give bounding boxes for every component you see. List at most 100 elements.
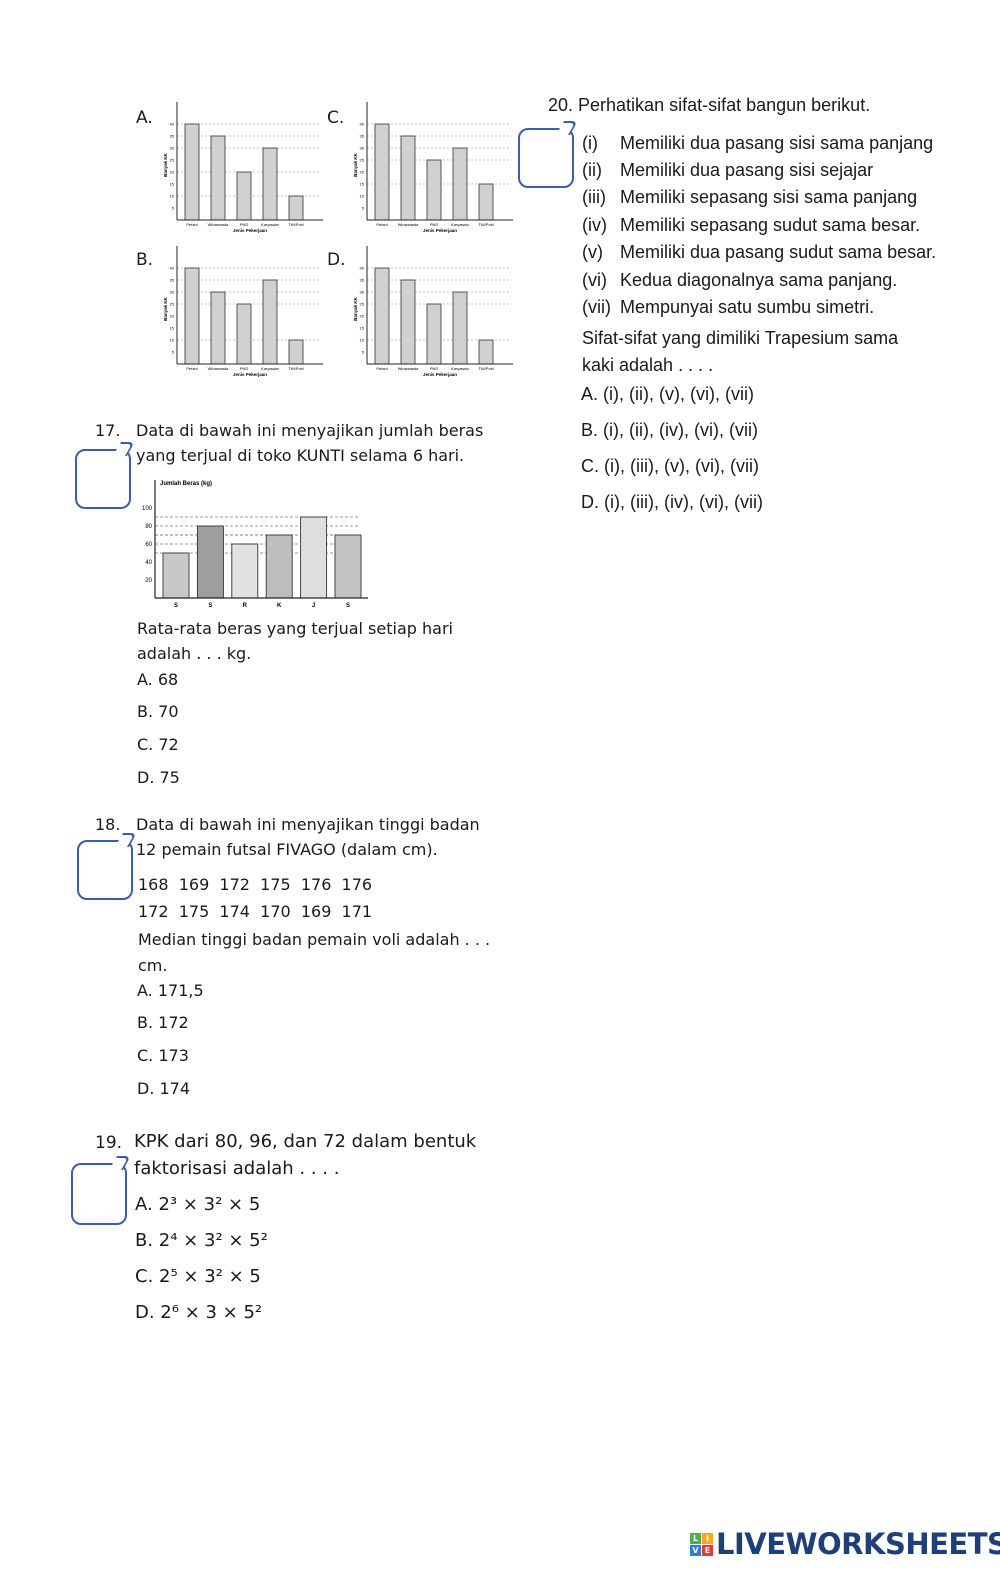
logo-letter-block: I (702, 1532, 713, 1544)
y-tick-label: 35 (360, 278, 365, 283)
q17-number: 17. (95, 421, 121, 440)
option-a-label: A. (136, 108, 153, 128)
bar (288, 339, 304, 365)
x-tick-label: Karyawan (261, 222, 279, 227)
x-tick-label: Karyawan (261, 366, 279, 371)
bar (288, 195, 304, 221)
q19-option-d[interactable]: D. 2⁶ × 3 × 5² (135, 1302, 263, 1323)
q18-data-row: 168 169 172 175 176 176 (138, 875, 373, 894)
q17-question: Rata-rata beras yang terjual setiap hari (137, 619, 453, 638)
q20-question-line: kaki adalah . . . . (582, 355, 714, 375)
q20-item-text: Kedua diagonalnya sama panjang. (620, 270, 898, 290)
q19-option-b[interactable]: B. 2⁴ × 3² × 5² (135, 1230, 268, 1251)
option-d-label: D. (327, 250, 346, 270)
q19-answer-box[interactable] (71, 1163, 127, 1225)
q20-item-number: (vi) (582, 270, 607, 290)
x-tick-label: R (243, 603, 248, 609)
bar (184, 267, 200, 365)
logo-letter-block: V (690, 1544, 701, 1556)
bar (452, 291, 468, 365)
q20-item-number: (iv) (582, 215, 607, 235)
q17-text: Data di bawah ini menyajikan jumlah bera… (136, 421, 484, 440)
q20-item-text: Memiliki sepasang sisi sama panjang (620, 187, 918, 207)
y-tick-label: 20 (145, 578, 152, 584)
y-tick-label: 15 (170, 326, 175, 331)
q20-item-number: (ii) (582, 160, 602, 180)
chart-option-a: 5 10 15 20 25 30 35 40 Petani Wiraswasta PNS Karyaw… (163, 102, 323, 233)
bar (478, 339, 494, 365)
rice-sales-chart: 20 40 60 80 100 S S R K J S Jumlah Beras (kg) (142, 480, 368, 609)
y-tick-label: 35 (170, 134, 175, 139)
q17-option-d[interactable]: D. 75 (137, 768, 180, 787)
q19-option-a[interactable]: A. 2³ × 3² × 5 (135, 1194, 261, 1215)
q18-option-a[interactable]: A. 171,5 (137, 981, 204, 1000)
x-axis-label: Jenis Pekerjaan (233, 228, 267, 233)
y-axis-label: Banyak KK (353, 152, 358, 177)
q20-item-number: (iii) (582, 187, 606, 207)
bar (400, 135, 416, 221)
bar (210, 135, 226, 221)
logo-letter-block: L (690, 1532, 701, 1544)
bar (426, 159, 442, 221)
y-tick-label: 10 (360, 338, 365, 343)
y-tick-label: 20 (170, 170, 175, 175)
x-tick-label: K (277, 603, 282, 609)
y-tick-label: 35 (170, 278, 175, 283)
y-tick-label: 15 (170, 182, 175, 187)
x-tick-label: Petani (186, 366, 197, 371)
bar (452, 147, 468, 221)
y-tick-label: 20 (360, 170, 365, 175)
q17-option-b[interactable]: B. 70 (137, 702, 179, 721)
y-tick-label: 5 (172, 206, 175, 211)
y-tick-label: 80 (145, 524, 152, 530)
q18-option-c[interactable]: C. 173 (137, 1046, 189, 1065)
x-tick-label: S (174, 603, 178, 609)
q18-option-d[interactable]: D. 174 (137, 1079, 191, 1098)
q17-question: adalah . . . kg. (137, 644, 252, 663)
x-tick-label: PNS (430, 222, 439, 227)
bar (265, 534, 293, 599)
q17-option-c[interactable]: C. 72 (137, 735, 179, 754)
bar (236, 171, 252, 221)
q17-option-a[interactable]: A. 68 (137, 670, 179, 689)
q20-option-a[interactable]: A. (i), (ii), (v), (vi), (vii) (581, 384, 754, 404)
q20-question-line: Sifat-sifat yang dimiliki Trapesium sama (582, 328, 899, 348)
q19-option-c[interactable]: C. 2⁵ × 3² × 5 (135, 1266, 261, 1287)
y-tick-label: 10 (360, 194, 365, 199)
x-tick-label: TNI/Polri (288, 366, 304, 371)
x-tick-label: PNS (240, 366, 249, 371)
bar (196, 525, 224, 599)
q19-number: 19. (95, 1133, 123, 1153)
y-axis-label: Jumlah Beras (kg) (160, 481, 212, 487)
q20-title: 20. Perhatikan sifat-sifat bangun beriku… (548, 95, 871, 115)
q17-answer-box[interactable] (75, 449, 131, 509)
x-tick-label: Wiraswasta (398, 222, 419, 227)
x-tick-label: Petani (376, 222, 387, 227)
y-tick-label: 60 (145, 542, 152, 548)
q18-question: cm. (138, 956, 168, 975)
y-tick-label: 5 (362, 350, 365, 355)
x-tick-label: Petani (186, 222, 197, 227)
q20-option-c[interactable]: C. (i), (iii), (v), (vi), (vii) (581, 456, 759, 476)
chart-option-c: 5 10 15 20 25 30 35 40 Petani Wiraswasta PNS Karyaw… (353, 102, 513, 233)
x-tick-label: TNI/Polri (288, 222, 304, 227)
q20-item-number: (vii) (582, 297, 611, 317)
y-tick-label: 15 (360, 182, 365, 187)
q20-item-text: Memiliki dua pasang sisi sejajar (620, 160, 874, 180)
y-axis-label: Banyak KK (353, 296, 358, 321)
x-tick-label: Karyawan (451, 222, 469, 227)
q20-answer-box[interactable] (518, 128, 574, 188)
y-tick-label: 5 (362, 206, 365, 211)
q18-answer-box[interactable] (77, 840, 133, 900)
q20-option-d[interactable]: D. (i), (iii), (iv), (vi), (vii) (581, 492, 763, 512)
q19-text: faktorisasi adalah . . . . (134, 1158, 340, 1179)
q18-text: 12 pemain futsal FIVAGO (dalam cm). (136, 840, 438, 859)
y-tick-label: 35 (360, 134, 365, 139)
x-tick-label: TNI/Polri (478, 366, 494, 371)
option-b-label: B. (136, 250, 154, 270)
q20-option-b[interactable]: B. (i), (ii), (iv), (vi), (vii) (581, 420, 758, 440)
q18-option-b[interactable]: B. 172 (137, 1013, 189, 1032)
bar (300, 516, 328, 599)
